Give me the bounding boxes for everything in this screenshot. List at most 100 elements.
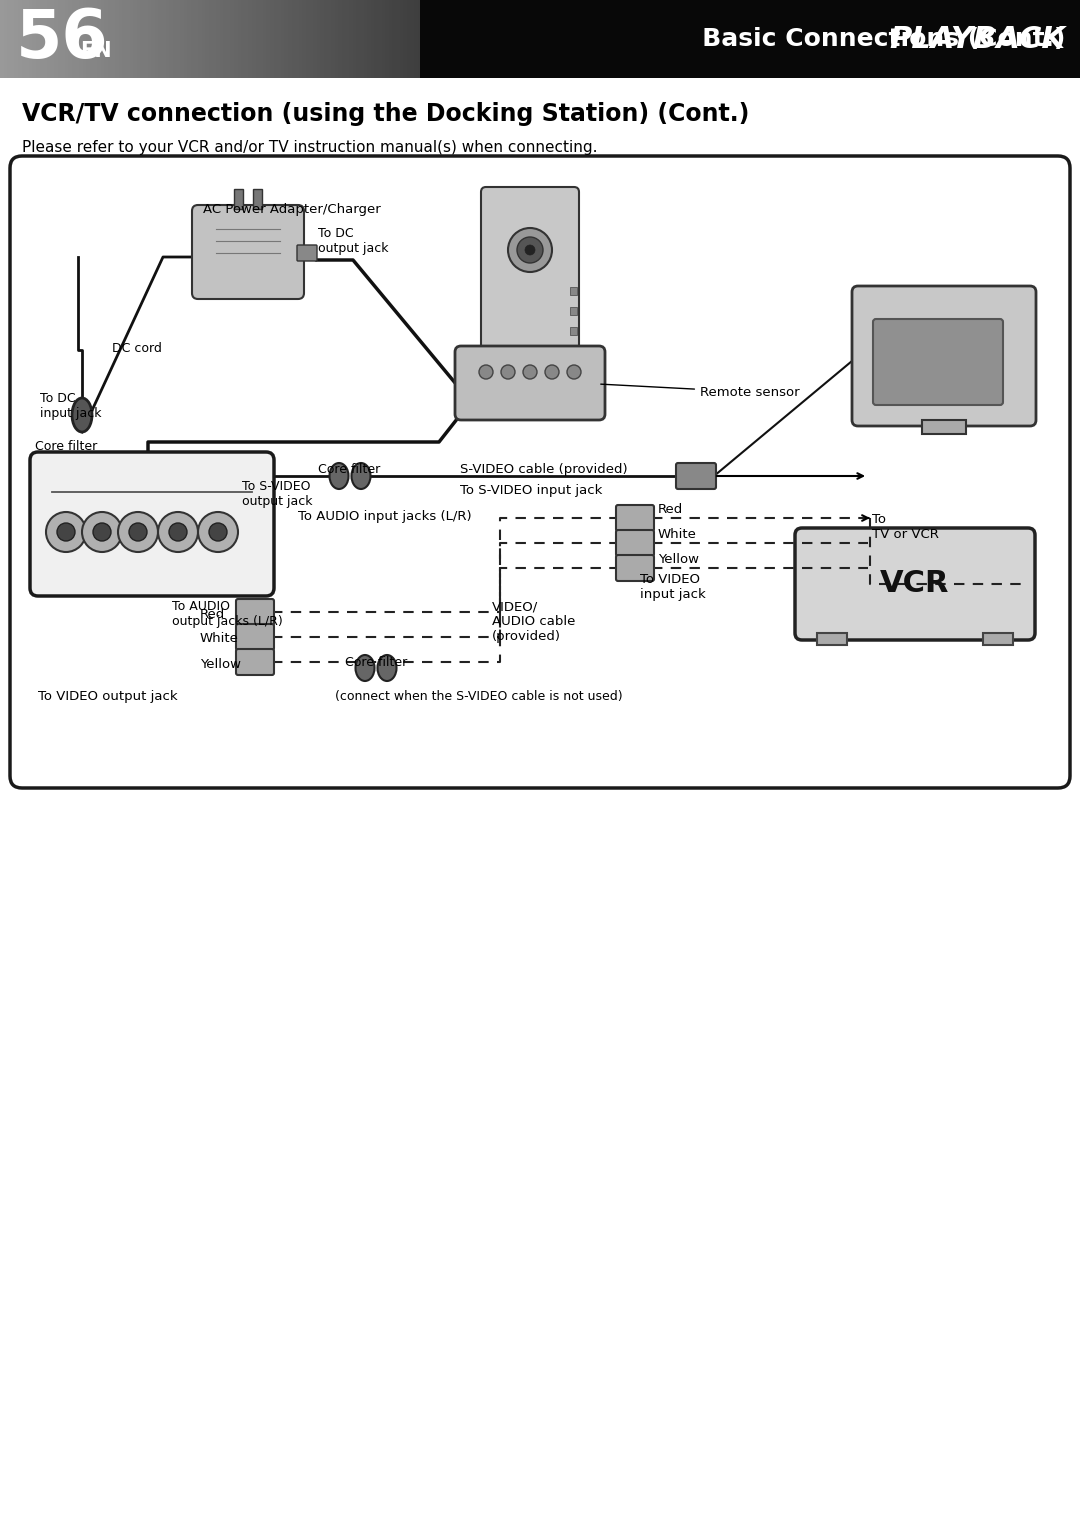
Circle shape <box>517 238 543 264</box>
Bar <box>414 0 418 78</box>
Bar <box>602 0 605 78</box>
Bar <box>327 0 332 78</box>
Bar <box>1037 0 1041 78</box>
Bar <box>216 0 220 78</box>
Bar <box>194 0 199 78</box>
Bar <box>807 0 810 78</box>
Text: (connect when the S-VIDEO cable is not used): (connect when the S-VIDEO cable is not u… <box>335 690 623 704</box>
Ellipse shape <box>351 463 370 489</box>
Bar <box>1012 0 1015 78</box>
Text: To VIDEO
input jack: To VIDEO input jack <box>640 573 705 601</box>
Bar <box>1048 0 1052 78</box>
Circle shape <box>118 512 158 552</box>
Bar <box>720 0 724 78</box>
Bar <box>612 0 616 78</box>
Bar <box>497 0 501 78</box>
Bar <box>324 0 328 78</box>
Bar <box>130 0 134 78</box>
Bar <box>900 0 904 78</box>
FancyBboxPatch shape <box>192 205 303 299</box>
Bar <box>284 0 288 78</box>
Bar <box>140 0 145 78</box>
Bar <box>360 0 364 78</box>
Bar <box>432 0 436 78</box>
Bar <box>637 0 642 78</box>
Bar <box>576 0 580 78</box>
Bar <box>1077 0 1080 78</box>
Bar <box>424 0 429 78</box>
Bar <box>180 0 184 78</box>
Bar <box>651 0 656 78</box>
Bar <box>148 0 151 78</box>
FancyBboxPatch shape <box>237 648 274 675</box>
Bar <box>738 0 742 78</box>
Bar <box>54 0 58 78</box>
Circle shape <box>46 512 86 552</box>
Bar <box>802 0 807 78</box>
Bar <box>673 0 677 78</box>
Bar <box>702 0 706 78</box>
Bar <box>108 0 112 78</box>
Bar <box>764 0 767 78</box>
Bar <box>32 0 37 78</box>
Circle shape <box>82 512 122 552</box>
FancyBboxPatch shape <box>676 463 716 489</box>
Bar <box>904 0 907 78</box>
Bar <box>759 0 764 78</box>
Circle shape <box>545 365 559 379</box>
Bar <box>710 0 713 78</box>
Bar <box>824 0 828 78</box>
Bar <box>346 0 350 78</box>
Bar <box>321 0 324 78</box>
Bar <box>14 0 18 78</box>
Bar <box>420 0 1080 78</box>
Bar <box>478 0 483 78</box>
Text: Core filter: Core filter <box>318 463 380 477</box>
Bar <box>767 0 771 78</box>
Bar <box>392 0 396 78</box>
Bar <box>961 0 966 78</box>
Text: To
TV or VCR: To TV or VCR <box>872 514 939 541</box>
Bar <box>176 0 180 78</box>
Bar <box>389 0 393 78</box>
Bar <box>126 0 130 78</box>
Bar <box>774 0 778 78</box>
Bar <box>569 0 572 78</box>
Bar <box>835 0 839 78</box>
Bar <box>515 0 518 78</box>
Bar <box>856 0 861 78</box>
Bar <box>403 0 407 78</box>
Bar <box>100 0 105 78</box>
Bar <box>202 0 205 78</box>
Bar <box>1044 0 1048 78</box>
Bar <box>727 0 731 78</box>
Bar <box>936 0 940 78</box>
Text: To DC
input jack: To DC input jack <box>40 392 102 420</box>
FancyBboxPatch shape <box>616 504 654 530</box>
Bar <box>440 0 443 78</box>
Bar <box>367 0 372 78</box>
Bar <box>494 0 497 78</box>
Bar <box>1023 0 1026 78</box>
FancyBboxPatch shape <box>455 346 605 420</box>
Bar <box>461 0 464 78</box>
Bar <box>548 0 551 78</box>
Bar <box>511 0 515 78</box>
Bar <box>1008 0 1012 78</box>
Bar <box>597 0 602 78</box>
Bar <box>159 0 162 78</box>
Circle shape <box>158 512 198 552</box>
Bar <box>570 327 577 336</box>
Bar <box>594 0 598 78</box>
Bar <box>532 0 537 78</box>
Bar <box>3 0 8 78</box>
Circle shape <box>129 523 147 541</box>
Bar <box>964 0 969 78</box>
Bar <box>500 0 504 78</box>
Bar <box>1001 0 1004 78</box>
Bar <box>926 0 929 78</box>
FancyBboxPatch shape <box>616 555 654 581</box>
Bar <box>756 0 760 78</box>
Ellipse shape <box>72 399 92 432</box>
Bar <box>313 0 318 78</box>
